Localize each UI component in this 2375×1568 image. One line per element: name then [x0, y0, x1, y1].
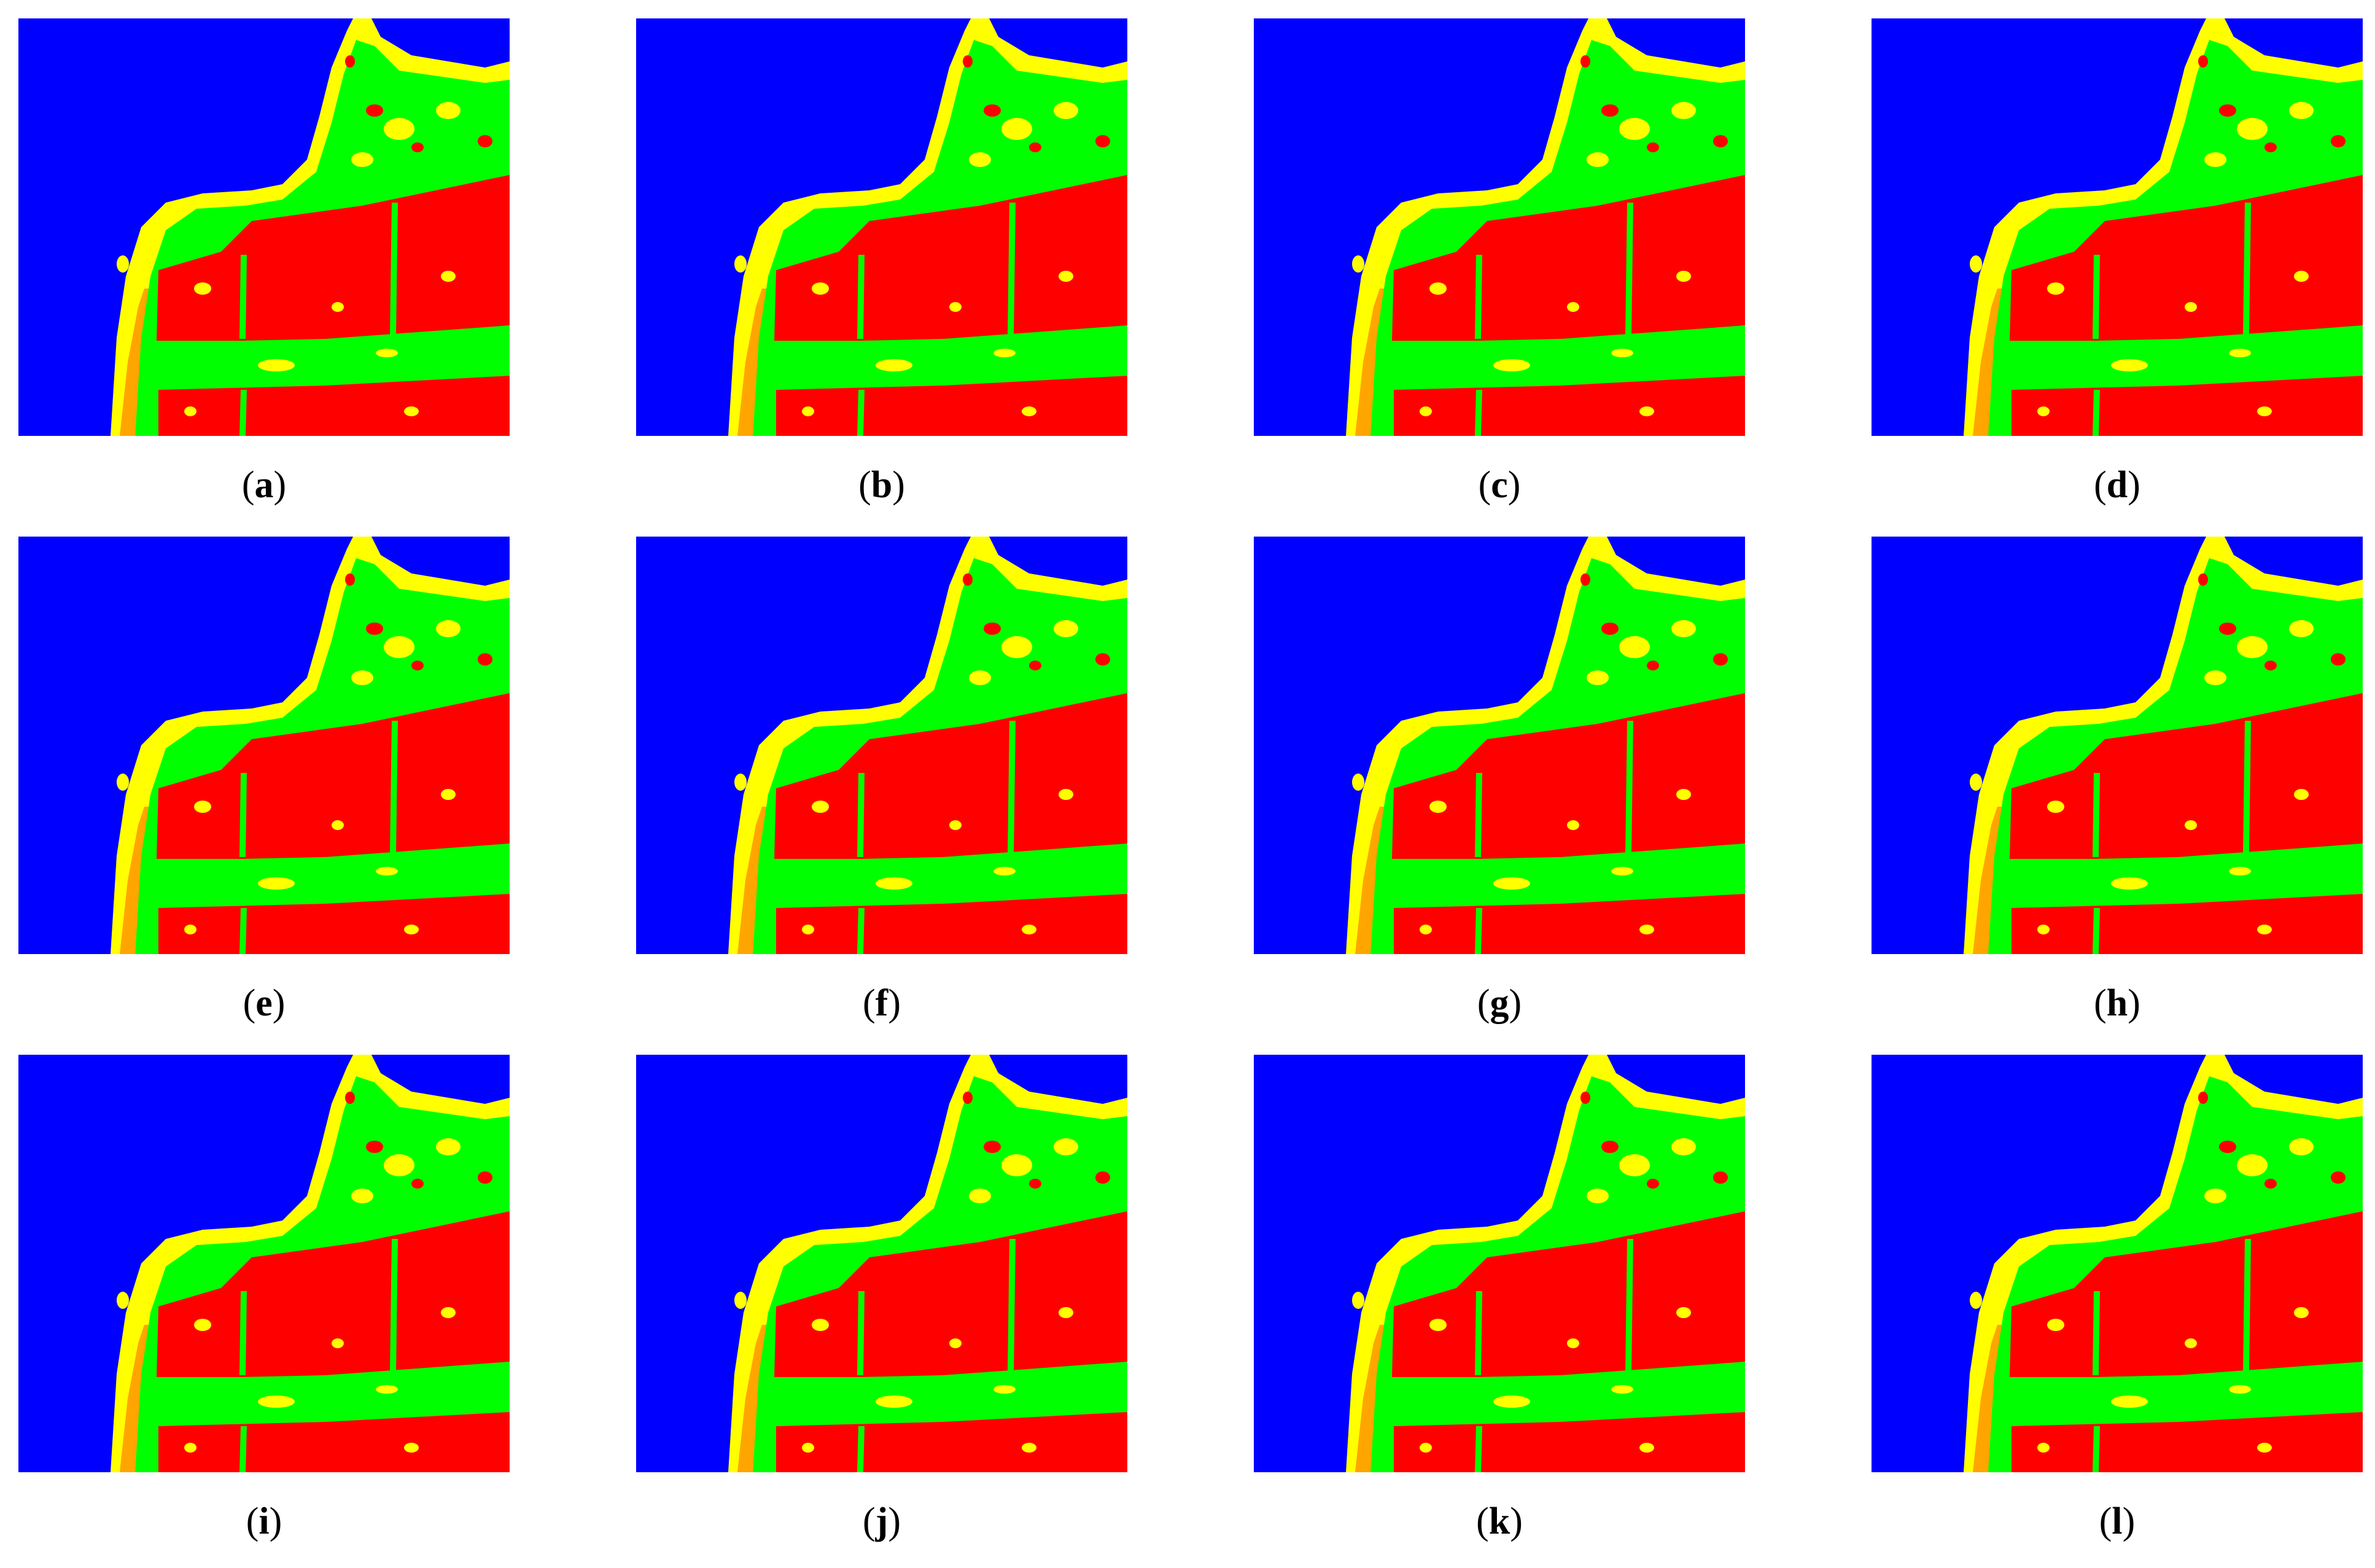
panel-caption-i: (i): [246, 1500, 282, 1542]
map-panel-c: [1254, 18, 1745, 436]
map-panel-j: [636, 1055, 1127, 1472]
panel-caption-b: (b): [858, 464, 905, 506]
map-panel-a: [18, 18, 510, 436]
classification-map-j: [636, 1055, 1127, 1472]
panel-label-c: c: [1491, 464, 1508, 506]
panel-caption-j: (j): [863, 1500, 901, 1542]
panel-caption-a: (a): [241, 464, 287, 506]
map-panel-b: [636, 18, 1127, 436]
classification-map-f: [636, 537, 1127, 954]
panel-caption-h: (h): [2094, 982, 2140, 1024]
panel-caption-c: (c): [1478, 464, 1521, 506]
map-panel-f: [636, 537, 1127, 954]
panel-caption-l: (l): [2099, 1500, 2136, 1542]
panel-label-f: f: [875, 982, 888, 1024]
panel-caption-e: (e): [243, 982, 286, 1024]
classification-map-d: [1872, 18, 2363, 436]
panel-caption-g: (g): [1477, 982, 1522, 1024]
panel-label-l: l: [2112, 1500, 2123, 1542]
panel-label-a: a: [254, 464, 274, 506]
classification-map-a: [18, 18, 510, 436]
map-panel-d: [1872, 18, 2363, 436]
classification-map-b: [636, 18, 1127, 436]
panel-label-e: e: [255, 982, 273, 1024]
classification-map-e: [18, 537, 510, 954]
map-panel-e: [18, 537, 510, 954]
classification-map-i: [18, 1055, 510, 1472]
panel-caption-f: (f): [863, 982, 901, 1024]
classification-map-g: [1254, 537, 1745, 954]
classification-map-k: [1254, 1055, 1745, 1472]
classification-map-c: [1254, 18, 1745, 436]
classification-map-h: [1872, 537, 2363, 954]
panel-caption-d: (d): [2094, 464, 2140, 506]
classification-map-l: [1872, 1055, 2363, 1472]
panel-label-h: h: [2106, 982, 2128, 1024]
map-panel-i: [18, 1055, 510, 1472]
map-panel-g: [1254, 537, 1745, 954]
panel-label-g: g: [1490, 982, 1509, 1024]
map-panel-k: [1254, 1055, 1745, 1472]
panel-label-j: j: [875, 1500, 888, 1542]
panel-label-d: d: [2106, 464, 2128, 506]
panel-label-k: k: [1488, 1500, 1510, 1542]
map-panel-h: [1872, 537, 2363, 954]
map-panel-l: [1872, 1055, 2363, 1472]
panel-label-i: i: [258, 1500, 270, 1542]
panel-caption-k: (k): [1476, 1500, 1523, 1542]
panel-label-b: b: [871, 464, 893, 506]
